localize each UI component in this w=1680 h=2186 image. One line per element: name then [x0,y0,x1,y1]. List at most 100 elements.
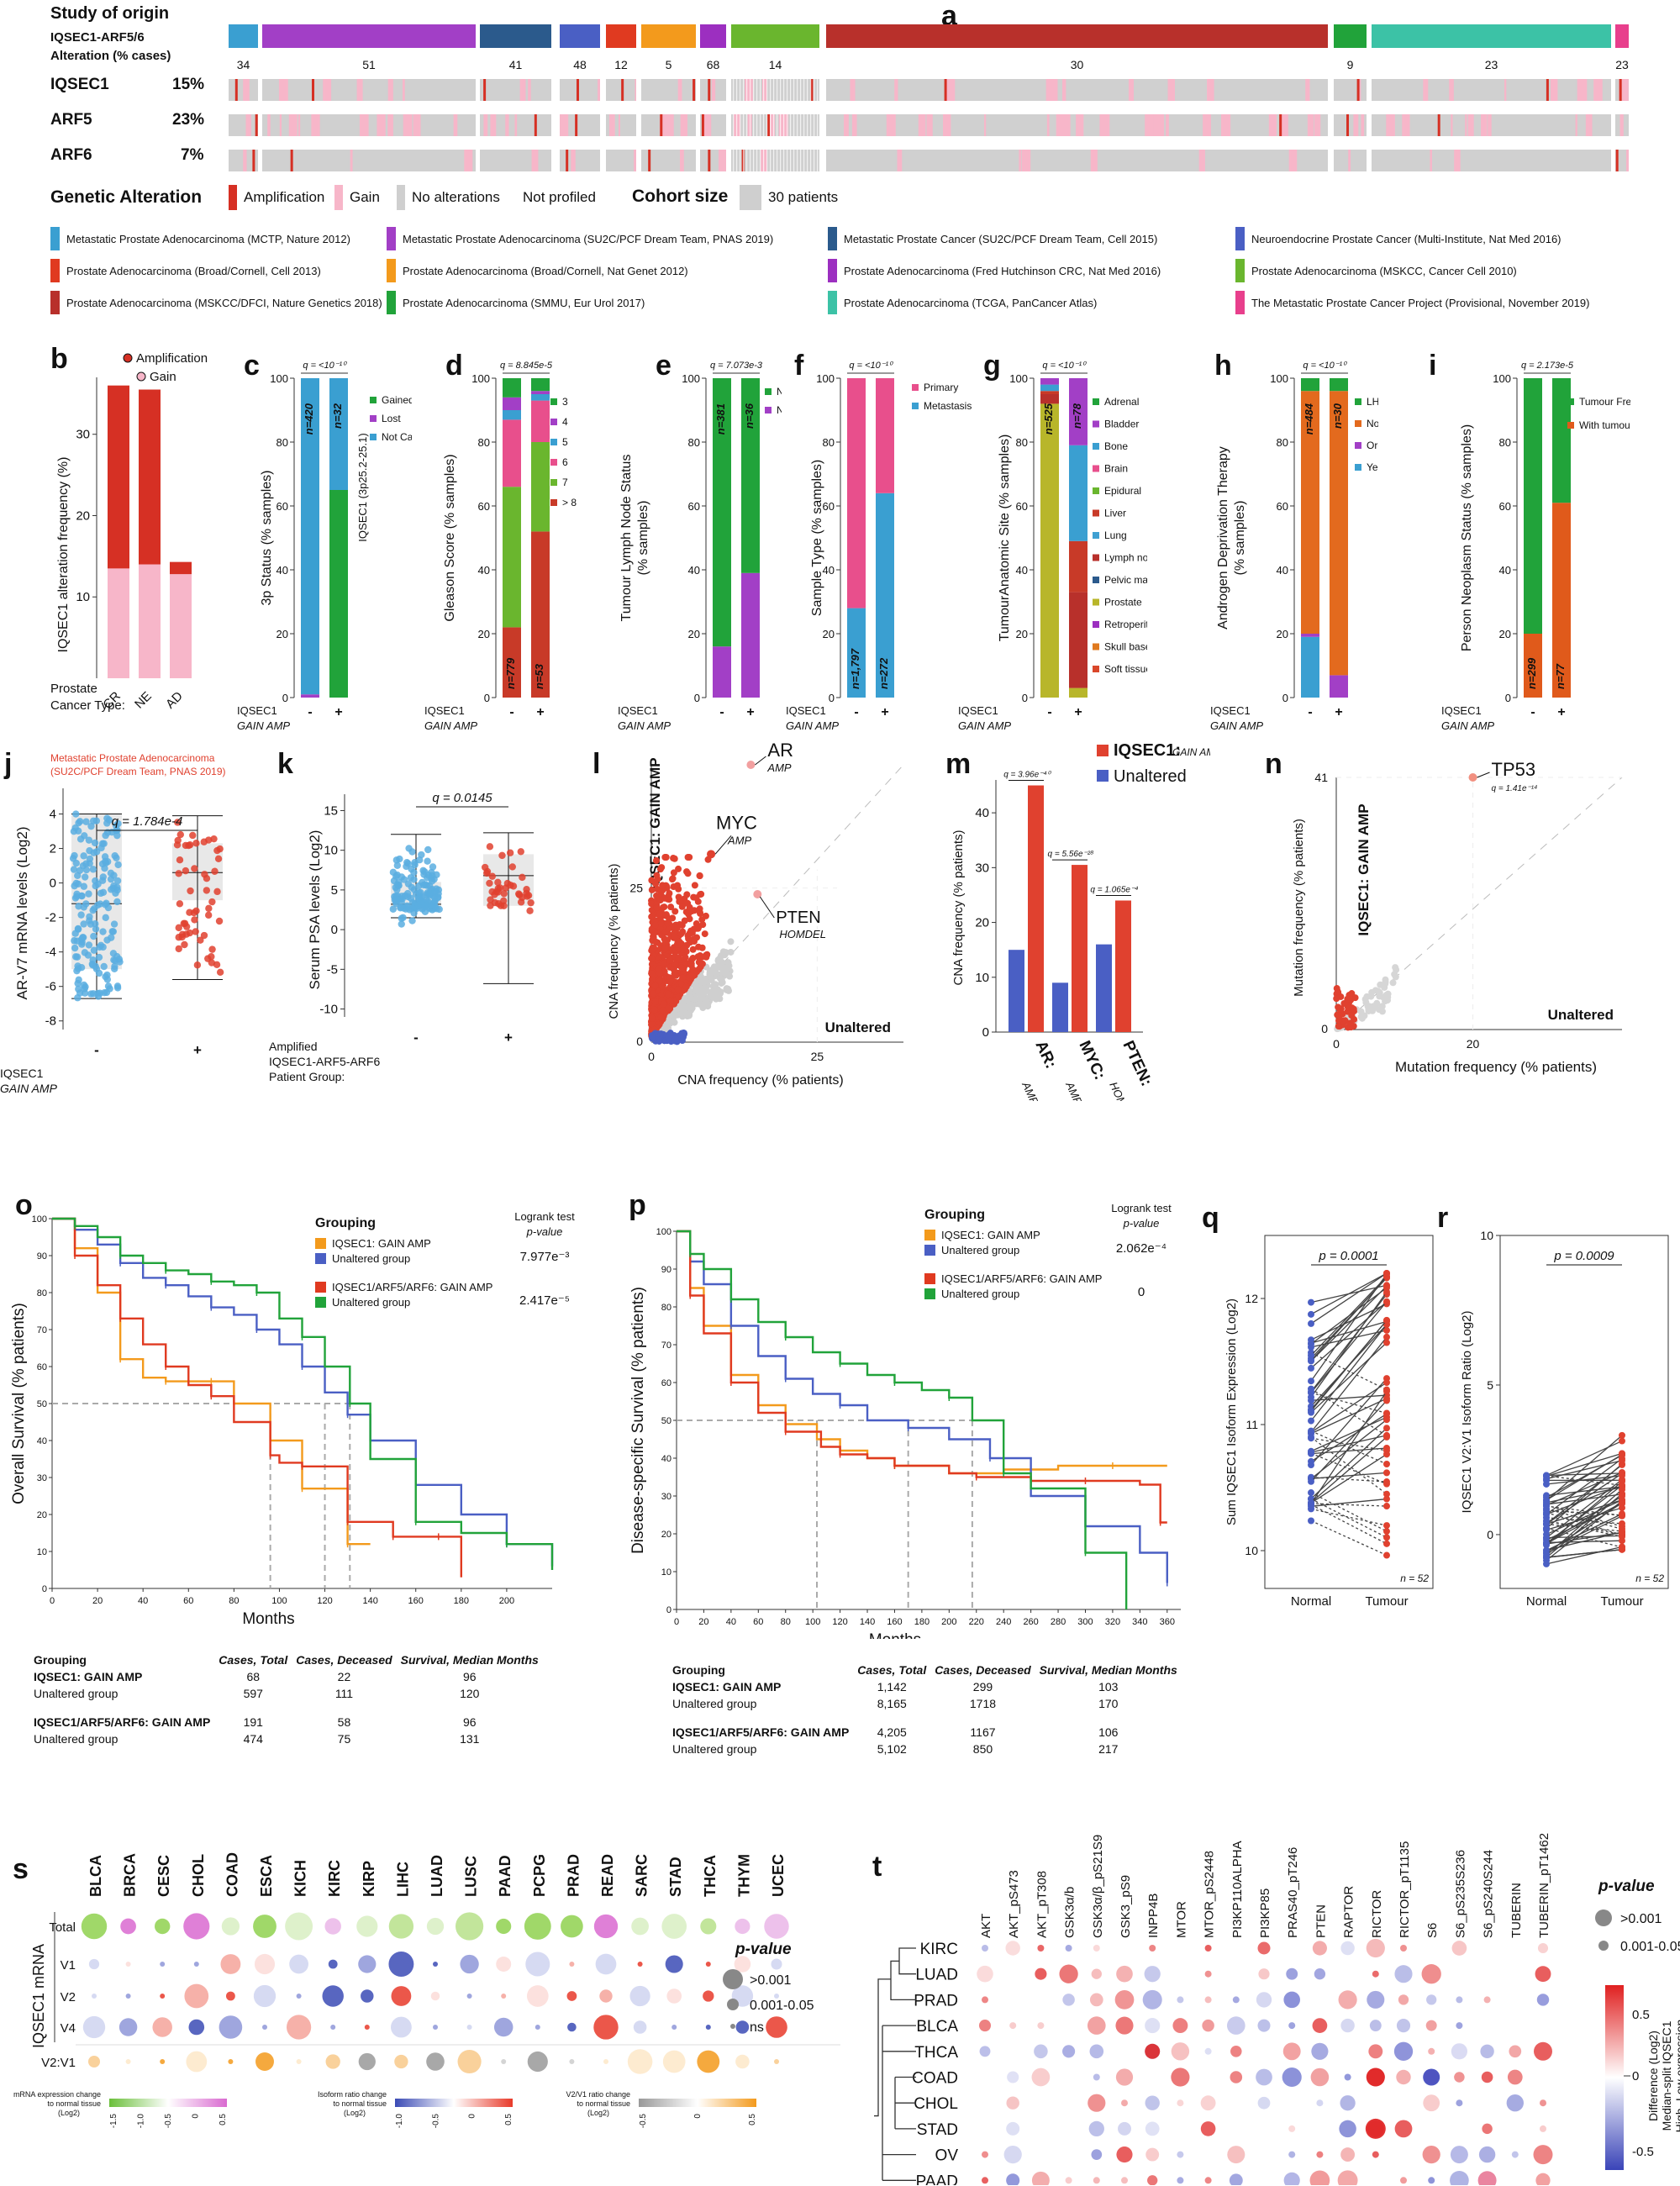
chart-p-group-label: IQSEC1/ARF5/ARF6: GAIN AMP [941,1272,1102,1285]
chart-q-dot-tumour [1383,1503,1390,1510]
survival-table-cell: 1167 [970,1725,996,1739]
chart-d-ytick-label: 60 [478,500,490,513]
chart-k-dot [428,868,435,877]
t-bubble [1171,2042,1190,2061]
chart-q-dot-normal [1308,1377,1314,1385]
m-legend-gain-sub: GAIN AMP [1172,746,1210,758]
chart-h-legend-label: Orchiectomy [1367,440,1378,451]
chart-q-dot-normal [1308,1351,1314,1359]
t-bubble [1372,1970,1379,1978]
chart-q-pair-line [1310,1427,1388,1499]
m-bar-gain [1072,865,1088,1032]
j-title2: (SU2C/PCF Dream Team, PNAS 2019) [50,766,226,777]
survival-table-cell: 68 [246,1670,261,1683]
study-swatch [1235,291,1245,314]
chart-q-pair-line [1310,1472,1388,1479]
l-dot-red [666,978,674,986]
t-bubble [1145,2018,1161,2034]
chart-j-dot [114,861,122,869]
chart-f-n1: n=1,797 [849,648,861,689]
onco-np [810,150,812,171]
s-bubble [225,1991,235,2001]
chart-f-bar-Metastasis [847,608,866,698]
chart-f-legend-label: Metastasis [924,400,972,412]
gene-pct-iqsec1: 15% [172,76,205,93]
t-bubble [1121,2177,1128,2184]
t-bubble [979,2046,991,2057]
t-bubble [1340,2147,1356,2162]
survival-table-cell: 170 [1098,1697,1119,1710]
s-bubble [700,1918,717,1935]
chart-q-pair-line [1310,1498,1388,1507]
s-bubble [703,1990,714,2002]
onco-np [780,150,782,171]
chart-o-ytick-label: 40 [37,1436,47,1446]
t-bubble [1309,2170,1330,2185]
t-bubble [1533,2145,1553,2165]
onco-gain [1357,79,1361,101]
chart-d-ytick-label: 0 [484,692,490,704]
onco-bg-2-4 [606,150,636,171]
cohort-size-swatch [740,185,761,210]
j-xl2: GAIN AMP [0,1082,58,1095]
onco-np [733,150,735,171]
s-cb-tick: -1.0 [395,2114,404,2129]
chart-k-dot [498,851,506,860]
onco-gain [1021,150,1031,171]
chart-j-dot [111,852,118,860]
s-colorbar [395,2099,513,2107]
cohort-size-legend: 30 patients [740,185,838,210]
chart-h-ytick-label: 40 [1277,564,1288,577]
study-bar-11 [1615,24,1629,48]
s-bubble [188,2019,205,2036]
chart-k-dot [420,881,428,889]
l-dot-red [696,872,703,879]
chart-r-dot-tumour [1619,1472,1625,1479]
t-cb-tick: 0 [1632,2069,1639,2083]
onco-gain [387,114,393,136]
study-legend-item: The Metastatic Prostate Cancer Project (… [1235,291,1589,314]
l-dot-red [677,980,684,988]
t-bubble [1177,2151,1184,2158]
survival-table-row: IQSEC1: GAIN AMP 1,142 299 103 [672,1678,1186,1695]
t-row-label: LUAD [915,1967,958,1984]
chart-r-ytick-label: 0 [1487,1528,1493,1541]
s-bubble [457,2049,482,2074]
chart-c-legend-label: Gained [382,394,412,406]
chart-k-dot [408,917,416,924]
onco-gain [483,114,488,136]
chart-q-pair-line [1310,1382,1388,1433]
s-bubble [496,1918,512,1935]
chart-e-xlabel-iq: IQSEC1 [618,704,658,717]
onco-amp [708,150,711,171]
chart-q-dot-normal [1308,1417,1314,1425]
s-pv-title: p-value [735,1941,792,1958]
panel-letter-j: j [3,748,12,780]
l-dot-red [695,958,703,966]
onco-gain [560,114,567,136]
survival-table-cell: IQSEC1: GAIN AMP [34,1670,143,1683]
chart-q-dot-normal [1308,1489,1314,1497]
b-xtick-label: NE [132,689,155,712]
chart-o-xtick-label: 60 [183,1596,193,1606]
chart-f-plus: + [881,705,888,719]
chart-r-pair-line [1546,1499,1623,1525]
chart-p-ytick-label: 10 [661,1567,671,1578]
chart-o-xtick-label: 180 [454,1596,469,1606]
onco-np [763,114,765,136]
study-swatch [387,291,396,314]
chart-r-dot-normal [1543,1550,1550,1557]
chart-h-ylabel2: (% samples) [1233,501,1247,576]
chart-k-minus: - [413,1030,419,1046]
chart-h-bar-No [1301,391,1319,634]
chart-j-dot [113,877,122,885]
l-dot-red [658,864,666,872]
chart-d-n2: n=53 [533,663,545,689]
l-dot-grey [708,977,715,984]
chart-q-pair-line [1310,1453,1388,1504]
onco-gain [1575,114,1577,136]
s-bubble [364,2025,370,2030]
chart-r-pair-line [1546,1472,1623,1477]
s-cb-tick: -0.5 [639,2114,648,2129]
